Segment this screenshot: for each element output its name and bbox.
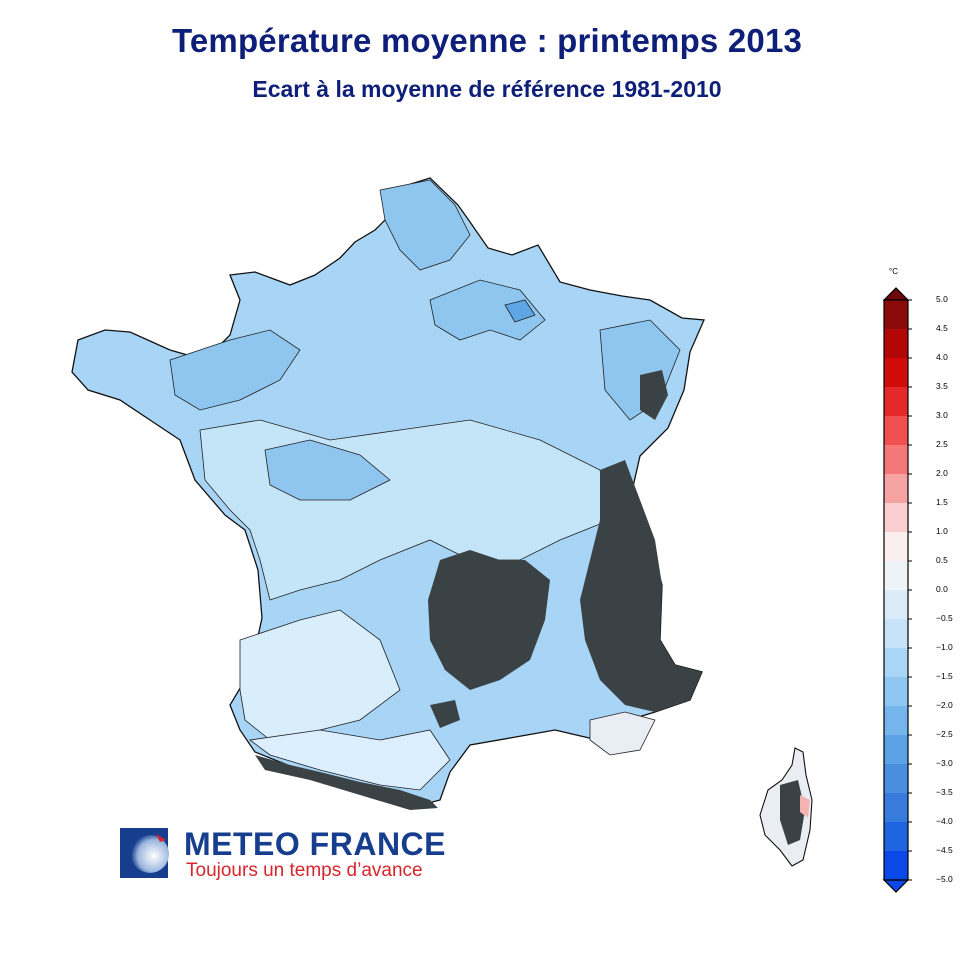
- corsica-relief: [780, 780, 805, 845]
- legend-color-step: [884, 793, 908, 823]
- warm-zone-provence: [589, 711, 656, 756]
- legend-tick-label: 1.5: [936, 497, 948, 507]
- legend-color-step: [884, 445, 908, 475]
- brand-tagline: Toujours un temps d’avance: [186, 860, 423, 881]
- legend-tick-label: 1.0: [936, 526, 948, 536]
- darker-zone-loire: [264, 439, 391, 501]
- legend-tick-label: −5.0: [936, 874, 953, 884]
- legend-color-step: [884, 532, 908, 562]
- legend-color-step: [884, 851, 908, 881]
- legend-tick-label: 0.5: [936, 555, 948, 565]
- legend-color-step: [884, 822, 908, 852]
- legend-color-step: [884, 764, 908, 794]
- legend-color-step: [884, 619, 908, 649]
- legend-color-step: [884, 706, 908, 736]
- legend-tick-label: 2.5: [936, 439, 948, 449]
- legend-color-step: [884, 474, 908, 504]
- legend-tick-label: −1.0: [936, 642, 953, 652]
- darker-zone-north: [379, 179, 471, 271]
- meteo-france-logo: METEO FRANCE Toujours un temps d’avance: [120, 826, 480, 886]
- relief-massif-central: [428, 550, 550, 690]
- legend-color-step: [884, 503, 908, 533]
- legend-tick-label: 0.0: [936, 584, 948, 594]
- legend-max-arrow: [882, 287, 910, 301]
- legend-tick-label: −0.5: [936, 613, 953, 623]
- map-title: Température moyenne : printemps 2013: [171, 22, 803, 59]
- relief-alps: [580, 460, 702, 712]
- legend-colorbar: [882, 287, 912, 893]
- legend-tick-label: 4.0: [936, 352, 948, 362]
- legend-color-step: [884, 387, 908, 417]
- legend-color-step: [884, 561, 908, 591]
- darker-zone-northwest: [169, 329, 301, 411]
- legend-color-step: [884, 358, 908, 388]
- brand-name: METEO FRANCE: [184, 826, 446, 862]
- lighter-zone-south: [248, 729, 451, 791]
- legend-color-step: [884, 735, 908, 765]
- legend-color-step: [884, 300, 908, 330]
- meteo-france-emblem-icon: [120, 828, 169, 878]
- legend-tick-label: 3.5: [936, 381, 948, 391]
- relief-pyrenees: [255, 755, 438, 810]
- legend-tick-label: 2.0: [936, 468, 948, 478]
- legend-tick-label: −2.0: [936, 700, 953, 710]
- legend-color-step: [884, 329, 908, 359]
- legend-tick-label: −3.5: [936, 787, 953, 797]
- legend-color-step: [884, 416, 908, 446]
- legend-tick-label: 5.0: [936, 294, 948, 304]
- legend-color-step: [884, 648, 908, 678]
- darkest-spot-paris: [504, 299, 536, 323]
- legend-unit: °C: [889, 267, 898, 276]
- legend-color-step: [884, 590, 908, 620]
- legend-tick-label: 4.5: [936, 323, 948, 333]
- legend-tick-label: −1.5: [936, 671, 953, 681]
- relief-vosges: [640, 370, 668, 420]
- legend-min-arrow: [882, 879, 910, 893]
- legend-color-step: [884, 677, 908, 707]
- corsica-warm-patch: [800, 795, 810, 818]
- legend-tick-label: −3.0: [936, 758, 953, 768]
- legend-tick-label: −4.5: [936, 845, 953, 855]
- legend-tick-label: 3.0: [936, 410, 948, 420]
- darker-zone-paris-basin: [429, 279, 546, 341]
- lighter-zone-southwest: [239, 609, 401, 741]
- relief-cevennes: [430, 700, 460, 728]
- legend-tick-label: −2.5: [936, 729, 953, 739]
- legend-tick-label: −4.0: [936, 816, 953, 826]
- map-subtitle: Ecart à la moyenne de référence 1981-201…: [252, 76, 722, 102]
